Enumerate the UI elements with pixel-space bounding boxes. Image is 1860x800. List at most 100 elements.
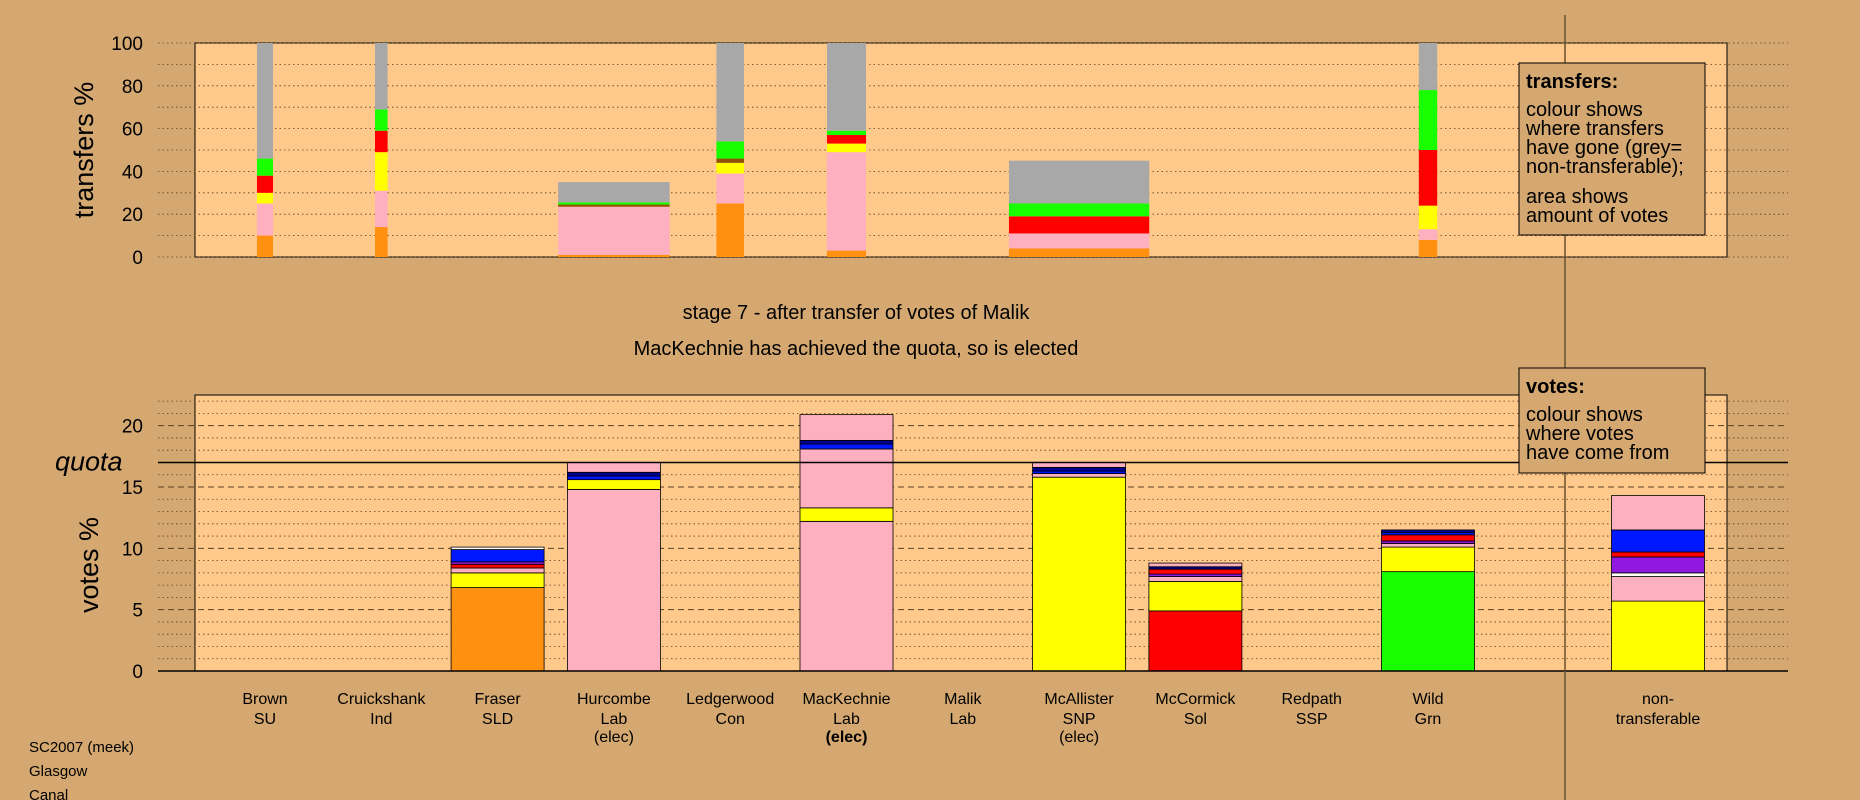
candidate-label: Cruickshank Ind (337, 691, 426, 728)
transfer-segment (716, 162, 744, 174)
candidate-party: transferable (1616, 711, 1701, 728)
vote-segment (1611, 551, 1705, 558)
candidate-party: SNP (1063, 711, 1096, 728)
transfers-legend-title: transfers: (1526, 71, 1618, 93)
vote-segment (1611, 495, 1705, 531)
candidate-label: McCormick Sol (1155, 691, 1236, 728)
candidate-name: Hurcombe (577, 691, 651, 708)
transfer-segment (558, 182, 670, 203)
vote-segment (1148, 610, 1243, 672)
transfer-segment (716, 158, 744, 163)
transfer-segment (256, 203, 274, 236)
vote-segment (1611, 572, 1705, 577)
transfer-segment (826, 250, 867, 257)
candidate-name: Redpath (1281, 691, 1342, 708)
vote-segment (567, 489, 661, 672)
candidate-name: Malik (944, 691, 982, 708)
transfer-segment (826, 130, 867, 136)
vote-segment (799, 443, 894, 450)
transfer-segment (826, 135, 867, 144)
transfer-segment (558, 204, 670, 207)
candidate-name: McAllister (1044, 691, 1114, 708)
votes-legend-line: where votes (1525, 423, 1634, 445)
transfer-segment (716, 43, 744, 142)
transfer-segment (716, 173, 744, 204)
vote-segment (799, 448, 894, 509)
vote-segment (567, 475, 661, 481)
footer-line: SC2007 (meek) (29, 739, 134, 756)
transfer-segment (826, 43, 867, 131)
vote-segment (450, 572, 545, 588)
transfer-segment (1418, 150, 1438, 206)
transfers-legend-line: where transfers (1525, 118, 1664, 140)
transfer-segment (826, 143, 867, 153)
candidate-label: MacKechnie Lab(elec) (802, 691, 890, 746)
vote-segment (1611, 556, 1705, 574)
transfers-plot: 0 20 40 60 80 100 transfers % (69, 34, 1788, 269)
vote-segment (1381, 534, 1475, 542)
candidate-label: Fraser SLD (474, 691, 521, 728)
candidate-party: Lab (601, 711, 628, 728)
transfers-legend-line: colour shows (1526, 99, 1643, 121)
transfer-segment (826, 152, 867, 251)
vote-segment (799, 507, 894, 522)
candidate-label: McAllister SNP(elec) (1044, 691, 1114, 746)
votes-plot: 0 5 10 15 20 quota votes % (55, 394, 1788, 683)
vote-segment (1148, 576, 1243, 582)
vote-segment (1611, 600, 1705, 672)
votes-tick-label: 15 (122, 478, 143, 499)
transfer-segment (1008, 216, 1150, 234)
vote-bar (1611, 495, 1705, 672)
transfer-segment (558, 202, 670, 205)
stage-title: stage 7 - after transfer of votes of Mal… (683, 302, 1031, 324)
footer-line: Glasgow (29, 763, 88, 780)
candidate-label: Hurcombe Lab(elec) (577, 691, 651, 746)
vote-bar (1148, 562, 1243, 672)
vote-segment (1381, 529, 1475, 533)
vote-bar (567, 462, 661, 672)
vote-segment (1381, 546, 1475, 573)
candidate-name: Brown (242, 691, 287, 708)
votes-tick-label: 0 (132, 662, 143, 683)
transfers-legend-line: non-transferable); (1526, 156, 1684, 178)
transfers-tick-label: 80 (122, 77, 143, 98)
candidate-party: Lab (833, 711, 860, 728)
candidate-label: Redpath SSP (1281, 691, 1342, 728)
candidate-label: non-transferable (1616, 691, 1701, 728)
candidate-name: Wild (1412, 691, 1443, 708)
vote-bar (1381, 529, 1475, 672)
votes-axis-title: votes % (74, 517, 104, 613)
vote-segment (1611, 529, 1705, 553)
candidate-label: Ledgerwood Con (686, 691, 774, 728)
candidate-party: Grn (1415, 711, 1442, 728)
candidate-name: Cruickshank (337, 691, 426, 708)
votes-tick-label: 5 (132, 601, 143, 622)
transfer-segment (256, 158, 274, 176)
candidate-label: Brown SU (242, 691, 287, 728)
stage-subtitle: MacKechnie has achieved the quota, so is… (634, 338, 1079, 360)
vote-segment (567, 479, 661, 490)
votes-plot-area (194, 394, 1728, 672)
transfer-segment (1418, 239, 1438, 257)
transfer-segment (716, 203, 744, 257)
transfers-tick-label: 20 (122, 205, 143, 226)
candidate-name: MacKechnie (802, 691, 890, 708)
transfer-segment (256, 235, 274, 257)
vote-segment (1611, 576, 1705, 602)
candidate-label: Wild Grn (1412, 691, 1443, 728)
candidate-party: Con (716, 711, 745, 728)
votes-legend-title: votes: (1526, 376, 1585, 398)
candidate-party: Sol (1184, 711, 1207, 728)
candidate-label: Malik Lab (944, 691, 982, 728)
votes-tick-label: 20 (122, 417, 143, 438)
candidate-party: SU (254, 711, 276, 728)
transfer-segment (1418, 205, 1438, 230)
transfers-tick-label: 60 (122, 120, 143, 141)
vote-segment (1148, 581, 1243, 612)
transfers-legend-line: have gone (grey= (1526, 137, 1682, 159)
votes-legend-box (1518, 367, 1706, 474)
transfer-bar (1418, 43, 1438, 257)
transfer-segment (716, 141, 744, 159)
transfer-segment (1418, 90, 1438, 150)
candidate-elected: (elec) (1059, 729, 1099, 746)
